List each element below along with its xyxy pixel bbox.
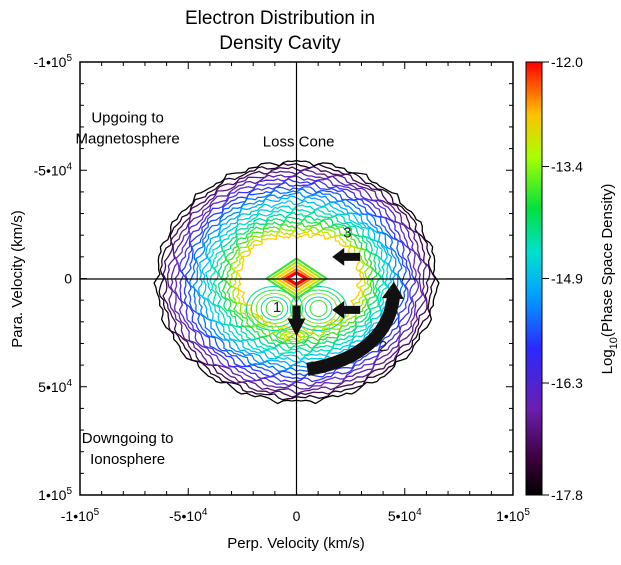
feature-label-3: 3 <box>343 224 351 241</box>
annotation-text: Upgoing to <box>91 110 164 127</box>
chart-title-line-2: Density Cavity <box>219 33 341 54</box>
colorbar-tick-label: -16.3 <box>551 375 583 391</box>
annotation-text: Downgoing to <box>82 430 174 447</box>
axis-ticks: -1•105 -5•104 0 5•104 1•105 -1•105 -5•104 0 5•10… <box>34 53 531 524</box>
contour-lobe <box>299 292 338 325</box>
contour-lobe <box>275 328 310 345</box>
feature-marks: 1 2 3 <box>273 224 404 376</box>
y-axis-title: Para. Velocity (km/s) <box>9 210 26 348</box>
x-tick-label: -5•104 <box>169 507 208 524</box>
y-tick-label: 0 <box>64 271 72 287</box>
contour-lobe <box>309 299 328 318</box>
arrow-3-left-upper <box>332 247 361 266</box>
colorbar-tick-label: -17.8 <box>551 487 583 503</box>
annotations: Upgoing to Magnetosphere Loss Cone Downgoin… <box>76 110 335 468</box>
arrow-left-lower <box>332 300 361 319</box>
contour-lobe <box>283 332 302 341</box>
y-tick-label: -1•105 <box>34 53 73 70</box>
arrow-2-curved <box>306 290 401 376</box>
annotation-text: Magnetosphere <box>76 131 180 148</box>
feature-label-2: 2 <box>379 338 387 355</box>
colorbar-tick-label: -12.0 <box>551 54 583 70</box>
y-tick-label: -5•104 <box>34 161 73 178</box>
x-tick-label: 1•105 <box>496 507 530 524</box>
colorbar-title: Log10(Phase Space Density) <box>599 184 620 375</box>
colorbar-ticks: -12.0 -13.4 -14.9 -16.3 -17.8 <box>542 54 583 503</box>
contour-lobe <box>279 330 306 343</box>
chart-title-line-1: Electron Distribution in <box>185 8 375 29</box>
feature-label-1: 1 <box>273 299 281 316</box>
x-tick-label: 5•104 <box>388 507 422 524</box>
arrow-2-head <box>381 281 404 300</box>
colorbar-tick-label: -13.4 <box>551 159 583 175</box>
x-axis-title: Perp. Velocity (km/s) <box>227 535 365 552</box>
colorbar-tick-label: -14.9 <box>551 271 583 287</box>
colorbar <box>525 61 543 496</box>
annotation-text: Ionosphere <box>90 451 165 468</box>
contour-lobe <box>304 296 333 321</box>
contour-lobe <box>245 285 304 332</box>
arrow-1-down <box>287 305 306 337</box>
y-tick-label: 1•105 <box>38 486 72 503</box>
y-tick-label: 5•104 <box>38 378 72 395</box>
annotation-text: Loss Cone <box>263 133 335 150</box>
x-tick-label: -1•105 <box>61 507 100 524</box>
contour-lobe <box>265 299 284 318</box>
x-tick-label: 0 <box>293 508 301 524</box>
contour-lobe <box>260 296 289 321</box>
